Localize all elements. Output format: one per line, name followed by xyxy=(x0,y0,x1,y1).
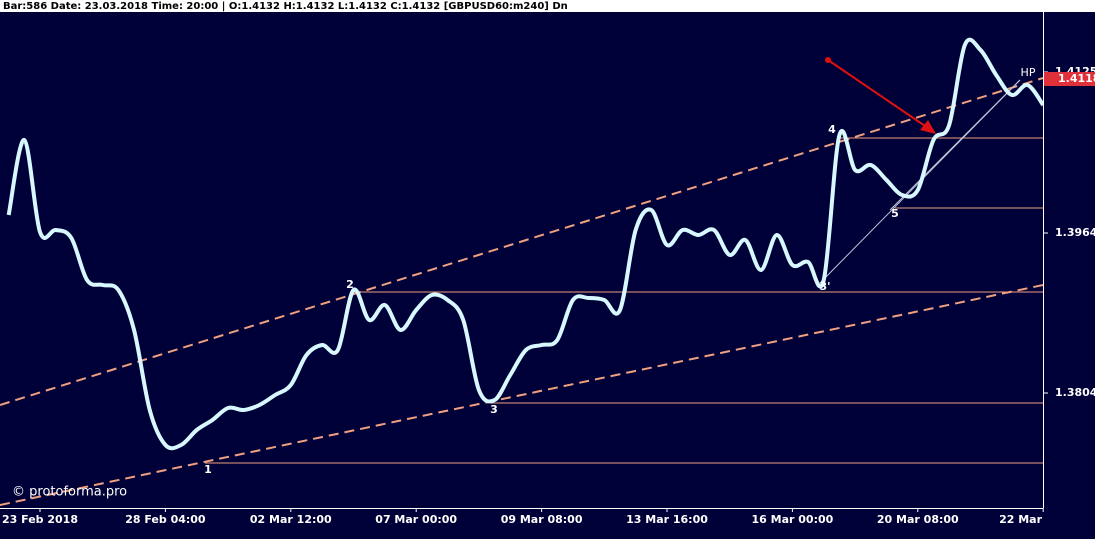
x-tick-label: 22 Mar xyxy=(999,513,1043,526)
x-tick-label: 02 Mar 12:00 xyxy=(250,513,332,526)
last-price-tag xyxy=(1044,72,1095,86)
wave-label: 3 xyxy=(490,403,498,416)
annotations xyxy=(0,57,1044,506)
wave-label: 1 xyxy=(204,463,212,476)
x-tick-label: 13 Mar 16:00 xyxy=(626,513,708,526)
x-tick-label: 09 Mar 08:00 xyxy=(501,513,583,526)
watermark: © protoforma.pro xyxy=(12,485,127,500)
arrow xyxy=(827,59,929,129)
upper-channel xyxy=(0,77,1044,406)
wave-label: 3' xyxy=(819,280,830,293)
arrow-head xyxy=(920,120,936,134)
header-bar xyxy=(0,0,1095,12)
x-tick-label: 20 Mar 08:00 xyxy=(877,513,959,526)
y-axis-panel xyxy=(1043,12,1095,539)
price-line xyxy=(6,37,1045,451)
x-tick-label: 07 Mar 00:00 xyxy=(375,513,457,526)
x-tick-label: 23 Feb 2018 xyxy=(2,513,78,526)
last-price-label: 1.4118 xyxy=(1058,72,1095,85)
plot xyxy=(6,37,1045,451)
lower-channel xyxy=(0,284,1044,506)
x-tick-label: 28 Feb 04:00 xyxy=(125,513,206,526)
wave-labels: 1 2 3 4 5 3' HP xyxy=(204,66,1036,476)
wave-label: 5 xyxy=(891,207,899,220)
y-tick-label: 1.3804 xyxy=(1055,386,1095,399)
arrow-dot xyxy=(825,57,831,63)
wave-label: HP xyxy=(1021,66,1036,79)
y-tick-label: 1.3964 xyxy=(1055,226,1095,239)
header-text: Bar:586 Date: 23.03.2018 Time: 20:00 | O… xyxy=(3,1,568,12)
target-line xyxy=(889,79,1021,211)
wave-label: 4 xyxy=(828,123,836,136)
x-tick-label: 16 Mar 00:00 xyxy=(752,513,834,526)
wave-label: 2 xyxy=(346,278,354,291)
